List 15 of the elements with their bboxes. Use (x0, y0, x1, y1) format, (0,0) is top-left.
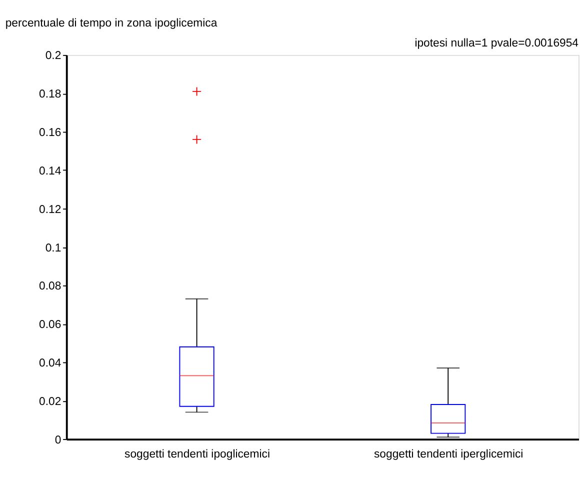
x-tick-label: soggetti tendenti ipoglicemici (124, 448, 270, 461)
y-tick-label: 0.18 (39, 88, 62, 101)
y-tick-label: 0.06 (39, 319, 62, 332)
text: ipotesi nulla=1 pvale=0.0016954 (414, 37, 579, 50)
y-tick-label: 0.16 (39, 127, 62, 140)
y-tick-label: 0.2 (45, 50, 62, 62)
chart-title: percentuale di tempo in zona ipoglicemica (5, 18, 218, 30)
y-tick-label: 0.14 (39, 165, 62, 178)
x-tick-label: soggetti tendenti iperglicemici (374, 448, 524, 461)
y-tick-label: 0.02 (39, 396, 62, 408)
y-tick-label: 0.08 (39, 280, 62, 293)
y-tick-label: 0.04 (39, 358, 62, 370)
y-tick-label: 0.1 (45, 242, 62, 254)
y-tick-label: 0 (54, 434, 62, 446)
y-tick-label: 0.12 (39, 204, 62, 216)
